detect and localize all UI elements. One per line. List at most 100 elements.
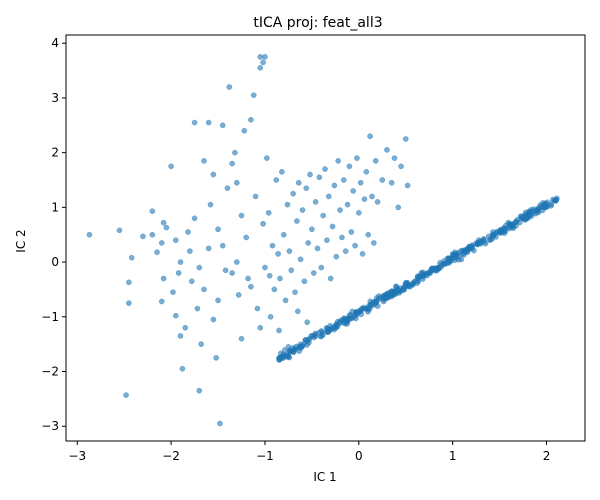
data-point [177, 333, 184, 339]
data-point [235, 292, 242, 298]
x-axis: −3 −2 −1 0 1 2 [68, 441, 550, 463]
data-point [297, 256, 304, 263]
data-point [163, 224, 170, 231]
data-point [170, 289, 176, 295]
data-point [335, 158, 341, 164]
data-point [286, 248, 293, 254]
data-point [266, 272, 273, 279]
data-point [149, 231, 156, 238]
data-point [365, 231, 372, 238]
data-point [154, 249, 160, 256]
data-point [325, 193, 332, 200]
data-point [497, 228, 504, 234]
data-point [301, 278, 308, 285]
y-tick-label: 1 [51, 200, 59, 214]
x-tick-label: 0 [355, 449, 363, 463]
data-point [323, 325, 330, 331]
data-point [196, 387, 203, 394]
data-point [198, 341, 204, 347]
data-point [248, 283, 254, 290]
data-point [384, 147, 390, 153]
data-point [226, 84, 233, 90]
data-point [173, 237, 179, 243]
data-point [372, 158, 379, 164]
data-point [318, 264, 325, 271]
data-point [282, 297, 289, 304]
data-point [217, 420, 223, 427]
data-point [333, 324, 340, 331]
data-point [316, 174, 323, 181]
data-point [305, 240, 311, 246]
data-point [254, 305, 261, 312]
x-axis-label: IC 1 [313, 470, 336, 484]
data-point [420, 273, 427, 280]
data-point [371, 240, 377, 246]
data-point [284, 201, 291, 208]
data-point [252, 193, 259, 200]
data-point [219, 242, 226, 249]
data-point [219, 122, 226, 129]
data-point [482, 240, 489, 247]
data-point [160, 219, 167, 226]
data-point [201, 286, 207, 293]
data-point [245, 275, 251, 282]
data-point [260, 220, 266, 227]
data-point [86, 231, 93, 238]
data-point [296, 348, 303, 354]
data-point [234, 179, 240, 186]
data-point [140, 233, 146, 240]
y-axis: −3 −2 −1 0 1 2 3 4 [41, 36, 66, 433]
data-point [458, 256, 465, 263]
x-tick-label: 1 [449, 449, 457, 463]
data-point [277, 275, 283, 282]
x-tick-label: 2 [543, 449, 551, 463]
data-point [444, 255, 451, 262]
data-point [350, 188, 356, 194]
data-point [271, 286, 278, 293]
data-point [267, 313, 274, 320]
data-point [205, 245, 212, 252]
data-point [361, 196, 368, 202]
data-point [286, 347, 293, 354]
x-tick-label: −3 [68, 449, 86, 463]
data-point [188, 278, 195, 285]
data-point [469, 245, 475, 252]
data-point [311, 334, 317, 341]
data-point [182, 324, 188, 331]
data-point [260, 59, 266, 66]
data-point [191, 119, 198, 126]
y-tick-label: 2 [51, 146, 59, 160]
data-point [369, 193, 375, 200]
data-point [435, 265, 441, 272]
data-point [250, 92, 257, 98]
data-point [126, 300, 132, 306]
data-point [331, 182, 338, 189]
data-point [357, 179, 364, 186]
data-point [294, 218, 300, 224]
data-point [320, 212, 326, 219]
data-point [340, 319, 347, 326]
data-point [293, 343, 300, 350]
data-point [160, 275, 167, 282]
data-point [366, 305, 373, 312]
data-point [307, 171, 313, 178]
data-point [352, 242, 358, 249]
data-point [391, 155, 398, 161]
y-tick-label: −1 [41, 310, 59, 324]
data-point [395, 286, 402, 293]
data-point [310, 270, 317, 276]
data-point [535, 209, 542, 216]
data-point [234, 259, 240, 265]
data-point [257, 65, 264, 71]
data-point [179, 365, 186, 372]
data-point [379, 177, 386, 183]
data-point [299, 343, 306, 349]
data-point [363, 168, 370, 175]
data-point [346, 163, 353, 170]
data-point [384, 295, 390, 301]
data-point [324, 237, 330, 243]
data-point [361, 305, 367, 312]
data-point [201, 158, 207, 164]
data-point [356, 308, 362, 314]
